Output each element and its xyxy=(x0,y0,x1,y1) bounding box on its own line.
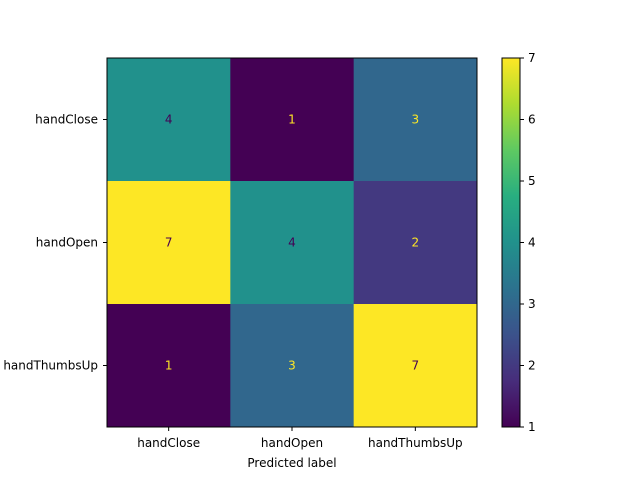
heatmap-cell xyxy=(230,181,355,305)
y-axis-ticks: handClose handOpen handThumbsUp xyxy=(3,113,107,373)
x-tick-label: handClose xyxy=(137,436,200,450)
cell-value-label: 1 xyxy=(165,359,173,373)
cell-value-label: 2 xyxy=(412,236,420,250)
colorbar-tick-label: 6 xyxy=(528,113,536,127)
y-tick-label: handClose xyxy=(35,113,98,127)
cell-value-labels: 4 1 3 7 4 2 1 3 7 xyxy=(165,113,419,373)
y-tick-label: handThumbsUp xyxy=(3,359,98,373)
cell-value-label: 1 xyxy=(288,113,296,127)
heatmap-cell xyxy=(353,181,478,305)
x-axis-label: Predicted label xyxy=(247,456,336,470)
cell-value-label: 3 xyxy=(412,113,420,127)
colorbar-tick-label: 5 xyxy=(528,174,536,188)
cell-value-label: 4 xyxy=(288,236,296,250)
x-tick-label: handThumbsUp xyxy=(368,436,463,450)
colorbar-tick-label: 7 xyxy=(528,51,536,65)
heatmap-cell xyxy=(107,304,231,428)
heatmap-cell xyxy=(230,304,355,428)
cell-value-label: 7 xyxy=(165,236,173,250)
colorbar xyxy=(501,57,521,428)
y-tick-label: handOpen xyxy=(36,236,98,250)
cell-value-label: 3 xyxy=(288,359,296,373)
heatmap-cell xyxy=(107,181,231,305)
heatmap-cell xyxy=(353,58,478,182)
colorbar-tick-label: 4 xyxy=(528,236,536,250)
colorbar-tick-label: 3 xyxy=(528,297,536,311)
heatmap-cell xyxy=(107,58,231,182)
colorbar-ticks: 1 2 3 4 5 6 7 xyxy=(520,51,536,434)
x-tick-label: handOpen xyxy=(261,436,323,450)
heatmap-cell xyxy=(230,58,355,182)
heatmap-cell xyxy=(353,304,478,428)
heatmap-cells xyxy=(107,58,478,428)
cell-value-label: 4 xyxy=(165,113,173,127)
cell-value-label: 7 xyxy=(412,359,420,373)
x-axis-ticks: handClose handOpen handThumbsUp xyxy=(137,427,463,450)
colorbar-tick-label: 1 xyxy=(528,420,536,434)
colorbar-tick-label: 2 xyxy=(528,359,536,373)
